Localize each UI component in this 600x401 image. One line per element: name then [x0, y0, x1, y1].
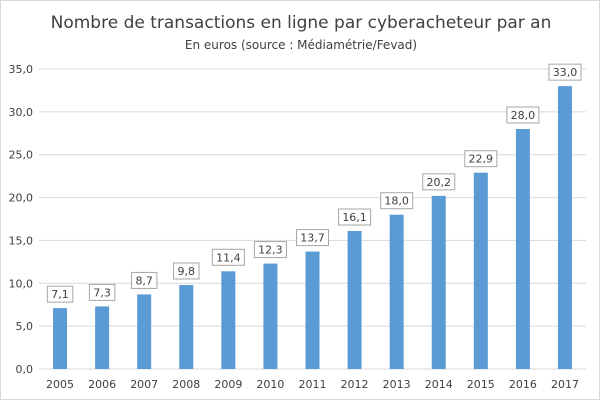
data-labels: 7,1 7,3 8,7 9,8 11,4 12,3 13,7 16,1 18,0 20,2 22,9… [46, 63, 582, 303]
data-label: 16,1 [338, 208, 372, 226]
data-label: 7,1 [46, 285, 74, 303]
data-label-box [211, 248, 245, 266]
data-label-text: 13,7 [300, 232, 325, 245]
data-label-text: 16,1 [342, 211, 367, 224]
bar [389, 214, 404, 369]
bar [53, 308, 68, 369]
data-label-text: 12,3 [258, 244, 283, 257]
bar [221, 271, 236, 369]
y-tick-label: 30,0 [9, 106, 34, 119]
data-label-text: 20,2 [426, 176, 451, 189]
x-tick-label: 2014 [425, 378, 453, 391]
y-tick-label: 25,0 [9, 149, 34, 162]
bar [557, 86, 572, 370]
y-axis: 0,0 5,0 10,0 15,0 20,0 25,0 30,0 35,0 [9, 63, 34, 376]
bars [53, 86, 572, 370]
x-tick-label: 2005 [46, 378, 74, 391]
data-label-text: 18,0 [384, 195, 409, 208]
bar [95, 306, 110, 369]
data-label-box [173, 262, 200, 280]
x-tick-label: 2010 [256, 378, 284, 391]
y-tick-label: 10,0 [9, 277, 34, 290]
data-label: 8,7 [130, 271, 158, 289]
y-tick-label: 35,0 [9, 63, 34, 76]
bar [473, 172, 488, 369]
data-label-box [296, 229, 329, 247]
y-tick-label: 15,0 [9, 234, 34, 247]
data-label: 33,0 [548, 63, 582, 81]
data-label-box [338, 208, 372, 226]
x-tick-label: 2015 [467, 378, 495, 391]
data-label-box [380, 192, 414, 210]
bar [431, 195, 446, 369]
bar [515, 129, 530, 369]
data-label: 12,3 [253, 241, 287, 259]
data-label-text: 8,7 [135, 274, 153, 287]
x-tick-label: 2017 [551, 378, 579, 391]
data-label: 9,8 [173, 262, 200, 280]
bar [137, 294, 152, 369]
data-label: 22,9 [464, 150, 498, 168]
data-label-text: 9,8 [178, 265, 196, 278]
data-label-text: 7,3 [93, 286, 111, 299]
x-tick-label: 2006 [88, 378, 116, 391]
x-tick-label: 2007 [130, 378, 158, 391]
data-label-box [464, 150, 498, 168]
data-label: 18,0 [380, 192, 414, 210]
data-label-box [548, 63, 582, 81]
y-tick-label: 0,0 [16, 363, 34, 376]
chart-title: Nombre de transactions en ligne par cybe… [50, 13, 552, 33]
x-tick-label: 2011 [299, 378, 327, 391]
gridlines [39, 68, 586, 370]
data-label-text: 28,0 [511, 109, 536, 122]
x-tick-label: 2016 [509, 378, 537, 391]
data-label-box [422, 173, 456, 191]
bar [305, 251, 320, 369]
data-label: 7,3 [88, 283, 116, 301]
bar [263, 263, 278, 369]
bar [179, 285, 194, 369]
data-label-box [506, 106, 540, 124]
data-label-box [130, 271, 158, 289]
data-label-box [253, 241, 287, 259]
x-tick-label: 2009 [214, 378, 242, 391]
chart-subtitle: En euros (source : Médiamétrie/Fevad) [184, 38, 418, 52]
data-label-box [88, 283, 116, 301]
data-label: 20,2 [422, 173, 456, 191]
data-label-text: 33,0 [553, 66, 578, 79]
y-tick-label: 5,0 [16, 320, 34, 333]
x-tick-label: 2013 [383, 378, 411, 391]
x-tick-label: 2008 [172, 378, 200, 391]
bar [347, 231, 362, 369]
data-label: 28,0 [506, 106, 540, 124]
data-label-text: 11,4 [216, 251, 241, 264]
x-axis: 2005 2006 2007 2008 2009 2010 2011 2012 2013 2014… [46, 378, 579, 391]
data-label-text: 7,1 [51, 288, 69, 301]
x-tick-label: 2012 [341, 378, 369, 391]
data-label-box [46, 285, 74, 303]
y-tick-label: 20,0 [9, 192, 34, 205]
data-label-text: 22,9 [469, 153, 494, 166]
data-label: 13,7 [296, 229, 329, 247]
data-label: 11,4 [211, 248, 245, 266]
